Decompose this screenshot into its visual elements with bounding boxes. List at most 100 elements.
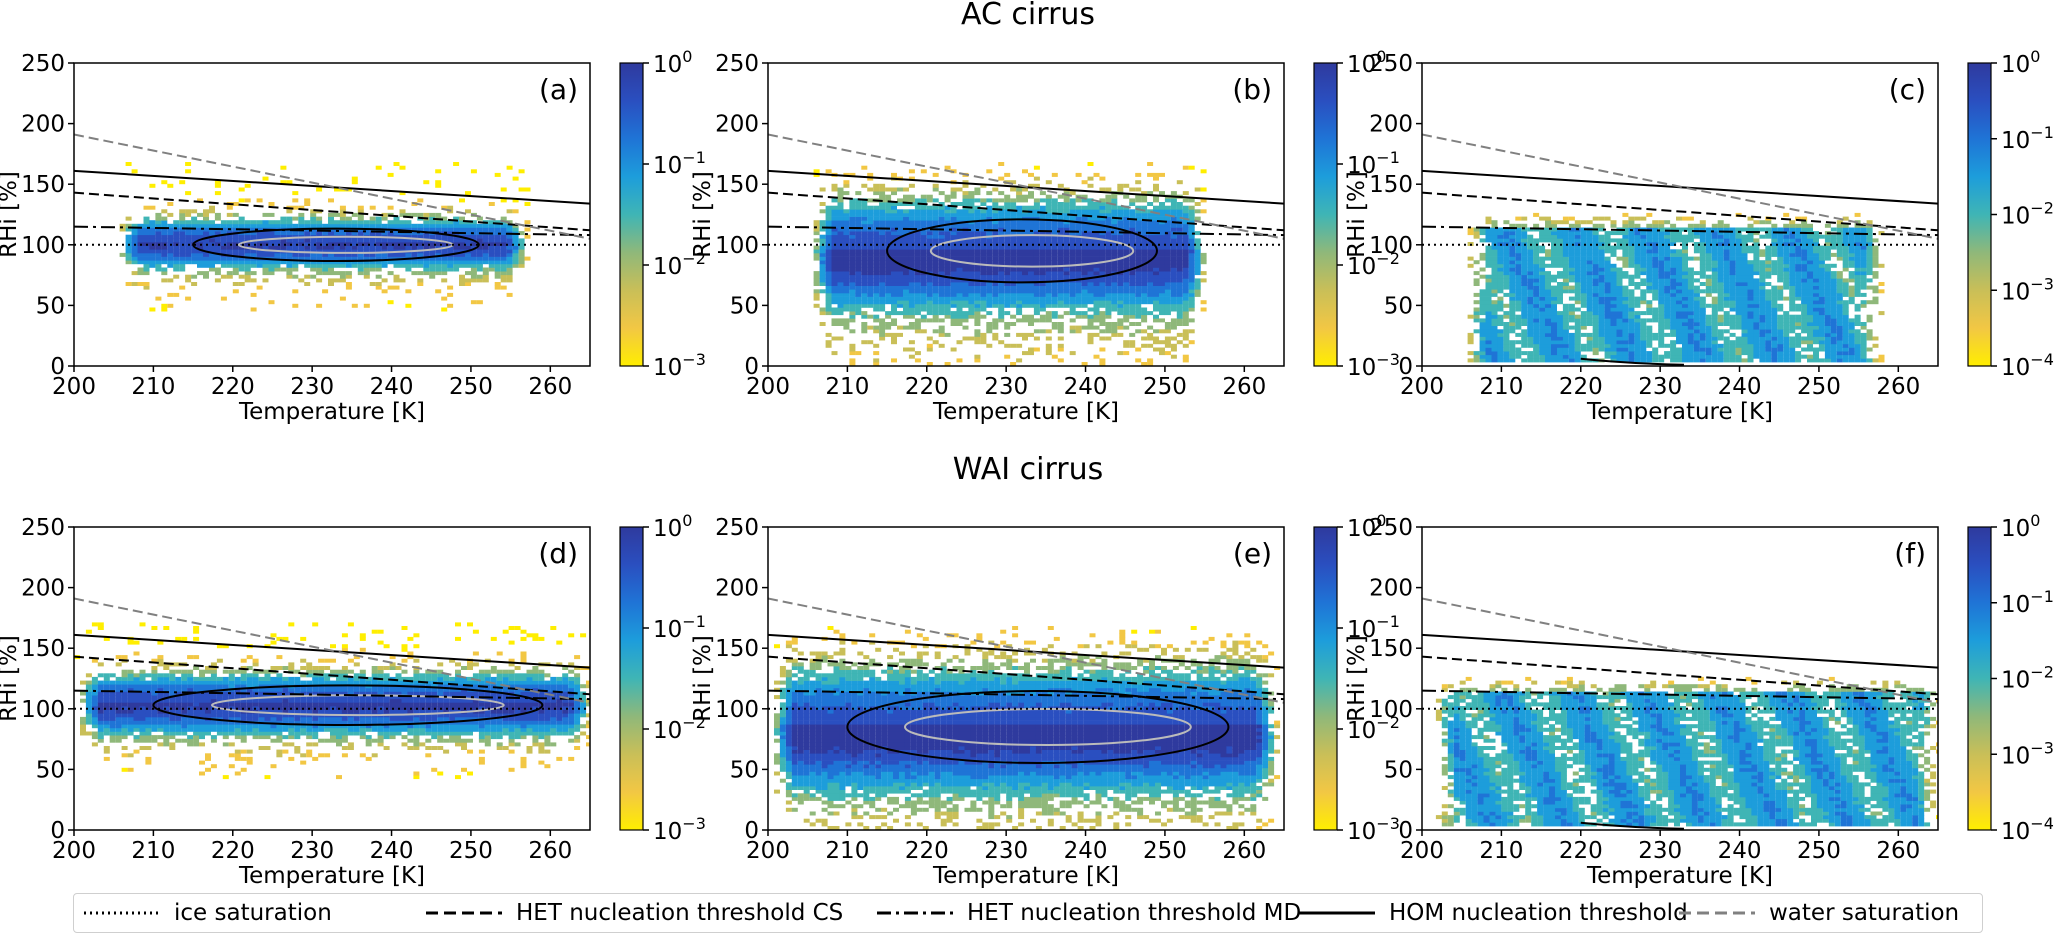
reference-line-1 — [74, 191, 590, 232]
colorbar-tick-label: 10−2 — [653, 713, 706, 744]
reference-line-2 — [1422, 225, 1938, 237]
axes-frame — [73, 62, 591, 367]
y-axis-label: RHi [%] — [1344, 635, 1370, 722]
reference-line-1 — [74, 655, 590, 696]
y-tick-label: 100 — [21, 697, 65, 723]
y-tick-label: 150 — [1369, 172, 1413, 198]
row-title-wai: WAI cirrus — [953, 452, 1104, 487]
y-tick-label: 0 — [50, 354, 65, 380]
legend-label: ice saturation — [174, 900, 332, 926]
reference-line-1 — [1422, 191, 1938, 232]
x-tick-label: 260 — [528, 374, 572, 400]
y-tick-label: 150 — [1369, 636, 1413, 662]
colorbar-tick-label: 100 — [2001, 511, 2040, 542]
contour-inner — [929, 234, 1135, 268]
panel-f: 200 210 220 230 240 250 260 0 50 100 150 200 250 Temp… — [1344, 511, 2054, 889]
heatmap-cells — [774, 626, 1281, 830]
y-tick-label: 150 — [21, 172, 65, 198]
x-tick-label: 250 — [1797, 838, 1841, 864]
panel-c: 200 210 220 230 240 250 260 0 50 100 150 200 250 Temp… — [1344, 47, 2054, 425]
colorbar-tick-label: 100 — [1347, 47, 1386, 78]
y-tick-label: 0 — [50, 818, 65, 844]
reference-line-2 — [74, 225, 590, 237]
y-tick-label: 50 — [1384, 757, 1413, 783]
y-tick-label: 100 — [715, 697, 759, 723]
heatmap-cells — [1435, 676, 1938, 827]
y-tick-label: 0 — [1398, 818, 1413, 844]
x-tick-label: 250 — [1143, 838, 1187, 864]
heatmap-cells — [119, 162, 531, 312]
x-axis-label: Temperature [K] — [238, 863, 425, 889]
y-tick-label: 100 — [21, 233, 65, 259]
y-tick-label: 50 — [36, 293, 65, 319]
x-tick-label: 210 — [131, 374, 175, 400]
legend-label: HET nucleation threshold MD — [967, 900, 1302, 926]
x-tick-label: 230 — [290, 374, 334, 400]
x-tick-label: 260 — [1876, 838, 1920, 864]
x-tick-label: 240 — [1064, 374, 1108, 400]
x-tick-label: 230 — [984, 838, 1028, 864]
y-axis-label: RHi [%] — [690, 171, 716, 258]
reference-line-4 — [1422, 133, 1938, 240]
legend-item-water-saturation: water saturation — [1679, 894, 1959, 932]
x-tick-label: 200 — [746, 374, 790, 400]
x-tick-label: 260 — [1222, 374, 1266, 400]
heatmap-cells — [74, 622, 590, 780]
plot-area — [768, 133, 1284, 366]
x-tick-label: 250 — [1797, 374, 1841, 400]
x-tick-label: 200 — [52, 838, 96, 864]
reference-line-2 — [74, 689, 590, 701]
x-tick-label: 260 — [528, 838, 572, 864]
colorbar-tick-label: 10−1 — [2001, 123, 2054, 154]
panel-label: (a) — [539, 73, 578, 106]
x-tick-label: 200 — [746, 838, 790, 864]
x-axis-label: Temperature [K] — [238, 399, 425, 425]
y-tick-label: 200 — [715, 112, 759, 138]
colorbar-tick-label: 10−2 — [1347, 713, 1400, 744]
y-tick-label: 200 — [1369, 112, 1413, 138]
legend-item-hom: HOM nucleation threshold — [1299, 894, 1688, 932]
legend-label: water saturation — [1769, 900, 1960, 926]
legend: ice saturation HET nucleation threshold … — [73, 893, 1983, 933]
colorbar — [619, 62, 644, 367]
colorbar-tick-label: 100 — [653, 47, 692, 78]
y-tick-label: 250 — [715, 515, 759, 541]
y-tick-label: 0 — [1398, 354, 1413, 380]
y-axis-label: RHi [%] — [0, 171, 22, 258]
colorbar-tick-label: 10−1 — [1347, 148, 1400, 179]
legend-item-het-cs: HET nucleation threshold CS — [426, 894, 843, 932]
x-tick-label: 230 — [984, 374, 1028, 400]
legend-item-het-md: HET nucleation threshold MD — [877, 894, 1301, 932]
y-tick-label: 200 — [715, 576, 759, 602]
x-axis-label: Temperature [K] — [1586, 399, 1773, 425]
x-tick-label: 220 — [1559, 374, 1603, 400]
legend-item-ice-saturation: ice saturation — [84, 894, 332, 932]
x-axis-label: Temperature [K] — [1586, 863, 1773, 889]
y-tick-label: 100 — [1369, 233, 1413, 259]
y-tick-label: 50 — [730, 757, 759, 783]
colorbar-tick-label: 10−3 — [2001, 738, 2054, 769]
contour-outer — [1580, 821, 1684, 830]
x-tick-label: 210 — [131, 838, 175, 864]
x-tick-label: 200 — [1400, 374, 1444, 400]
colorbar-tick-label: 10−3 — [653, 350, 706, 381]
panel-a: 200 210 220 230 240 250 260 0 50 100 150 200 250 Temp… — [0, 47, 706, 425]
axes-frame — [1421, 526, 1939, 831]
x-tick-label: 200 — [52, 374, 96, 400]
y-tick-label: 0 — [744, 818, 759, 844]
colorbar-tick-label: 10−3 — [1347, 350, 1400, 381]
colorbar — [1313, 62, 1338, 367]
axes-frame — [767, 526, 1285, 831]
x-tick-label: 230 — [1638, 374, 1682, 400]
colorbar — [1967, 62, 1992, 367]
y-tick-label: 100 — [715, 233, 759, 259]
plot-area — [768, 597, 1284, 830]
y-tick-label: 200 — [1369, 576, 1413, 602]
x-tick-label: 260 — [1876, 374, 1920, 400]
colorbar-tick-label: 10−2 — [2001, 663, 2054, 694]
x-tick-label: 250 — [449, 374, 493, 400]
panel-d: 200 210 220 230 240 250 260 0 50 100 150 200 250 Temp… — [0, 511, 706, 889]
colorbar-tick-label: 10−2 — [1347, 249, 1400, 280]
colorbar-tick-label: 10−1 — [653, 612, 706, 643]
x-tick-label: 210 — [1479, 374, 1523, 400]
